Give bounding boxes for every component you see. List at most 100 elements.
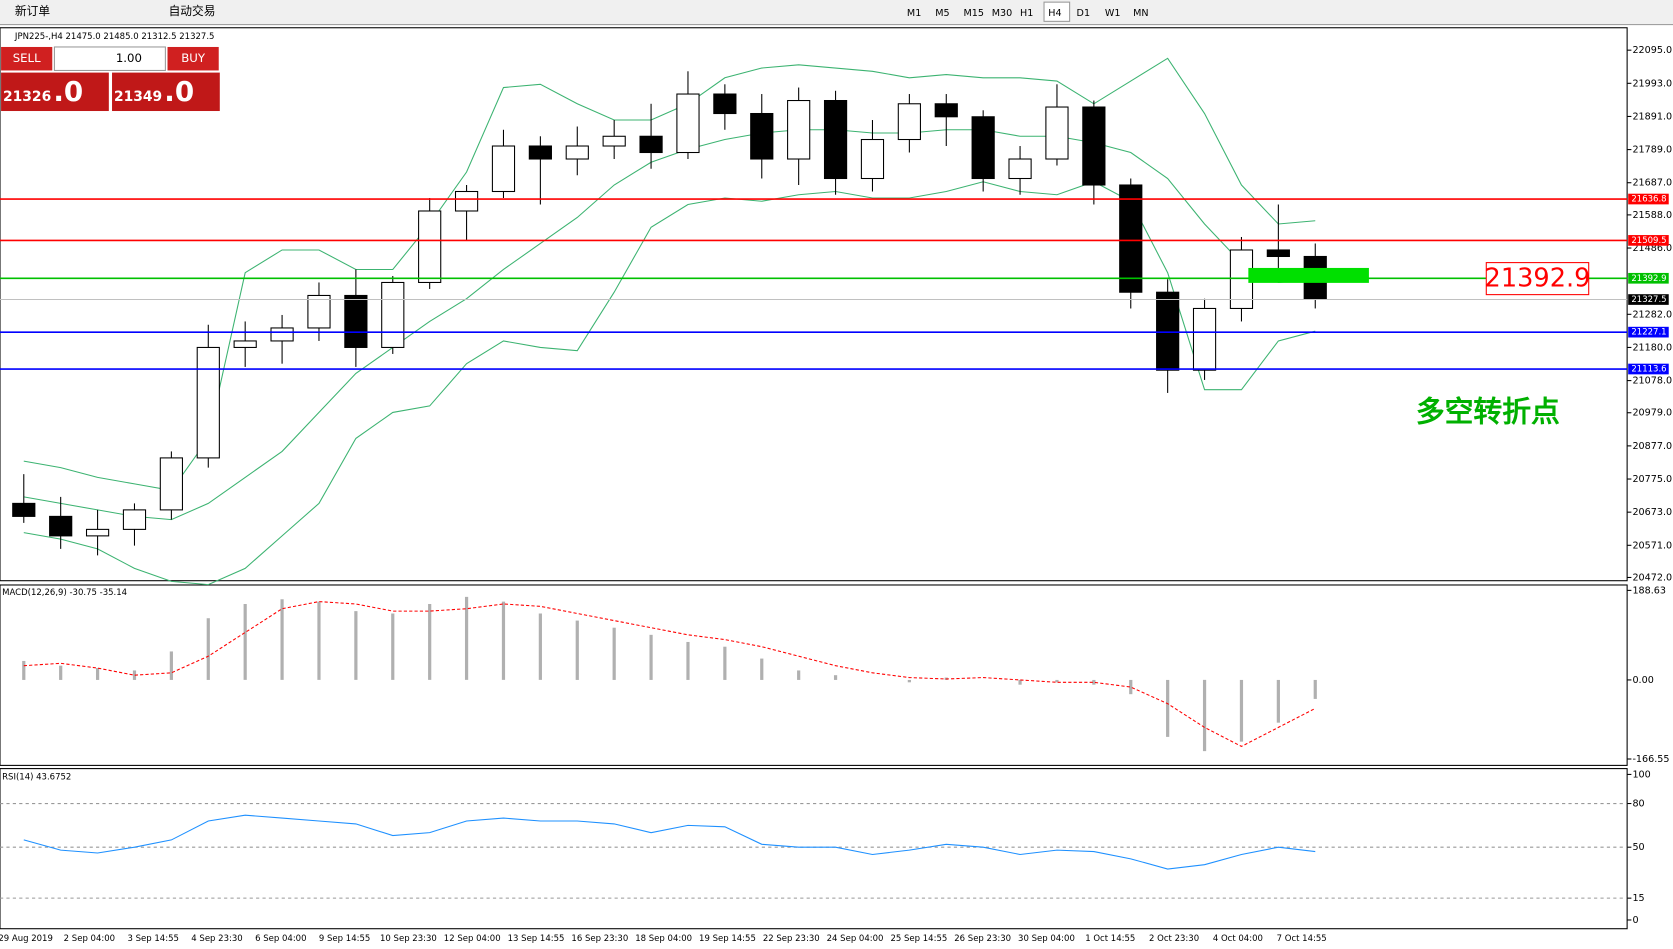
candle-body	[491, 145, 516, 193]
y-tick-label: 20472.0	[1632, 572, 1672, 583]
sell-button[interactable]	[1, 46, 53, 71]
level-label: 21113.6	[1631, 365, 1666, 375]
annotation: 多空转折点	[1416, 395, 1560, 429]
buy-price-small: .0	[164, 75, 194, 108]
level-label: 21636.8	[1631, 195, 1666, 205]
trade-panel: SELL 1.00 BUY 21326 .0 21349 .0	[1, 46, 220, 112]
sell-label: SELL	[13, 51, 41, 65]
x-tick-label: 30 Sep 04:00	[1018, 934, 1075, 944]
x-tick-label: 2 Sep 04:00	[64, 934, 115, 944]
candle-body	[159, 457, 183, 511]
symbol-info: JPN225-,H4 21475.0 21485.0 21312.5 21327…	[14, 32, 215, 42]
candle-body	[676, 93, 700, 154]
x-tick-label: 10 Sep 23:30	[380, 934, 437, 944]
candle-body	[49, 515, 73, 537]
level-tag	[1628, 193, 1669, 205]
lot-value: 1.00	[116, 51, 142, 65]
toolbar	[0, 0, 1673, 25]
candle-body	[233, 340, 257, 348]
timeframe-button[interactable]: W1	[1105, 8, 1121, 19]
timeframe-button[interactable]: D1	[1077, 8, 1090, 19]
level-callout: 21392.9	[1485, 264, 1591, 294]
y-tick-label: 50	[1632, 842, 1644, 853]
candle-body	[122, 509, 147, 530]
candle-body	[307, 294, 331, 329]
buy-button[interactable]	[167, 46, 219, 71]
candle-body	[639, 135, 663, 154]
y-tick-label: 21282.0	[1632, 309, 1672, 320]
x-tick-label: 9 Sep 14:55	[319, 934, 370, 944]
x-tick-label: 24 Sep 04:00	[827, 934, 884, 944]
y-tick-label: 20571.0	[1632, 540, 1672, 551]
timeframe-button[interactable]: H1	[1020, 8, 1033, 19]
y-tick-label: -166.55	[1632, 754, 1669, 765]
candle-body	[860, 138, 885, 180]
candle-body	[787, 99, 811, 160]
candle-body	[454, 190, 479, 212]
timeframe-button[interactable]: M5	[935, 8, 949, 19]
x-tick-label: 29 Aug 2019	[0, 934, 53, 944]
y-tick-label: 21078.0	[1632, 376, 1672, 387]
auto-trading[interactable]: 自动交易	[169, 4, 216, 18]
buy-price[interactable]	[112, 72, 220, 112]
y-tick-label: 21993.0	[1632, 78, 1672, 89]
timeframe-button[interactable]: MN	[1133, 8, 1148, 19]
candle-body	[934, 103, 958, 118]
candle-body	[196, 346, 220, 459]
y-tick-label: 15	[1632, 893, 1644, 904]
macd-signal	[23, 601, 1316, 748]
candle-body	[85, 528, 110, 537]
new-order[interactable]: 新订单	[15, 4, 50, 18]
candle-body	[823, 99, 848, 180]
rsi-line	[23, 814, 1316, 870]
candle-body	[12, 502, 36, 517]
y-tick-label: 21180.0	[1632, 342, 1672, 353]
sell-price[interactable]	[1, 72, 109, 112]
x-tick-label: 6 Sep 04:00	[255, 934, 306, 944]
x-tick-label: 19 Sep 14:55	[699, 934, 756, 944]
timeframe-button[interactable]: M15	[963, 8, 983, 19]
candle-body	[971, 116, 995, 180]
y-tick-label: 21687.0	[1632, 178, 1672, 189]
timeframe-button[interactable]: M1	[907, 8, 921, 19]
candle-body	[344, 294, 368, 348]
x-tick-label: 16 Sep 23:30	[571, 934, 628, 944]
sell-price-big: 21326	[3, 89, 51, 105]
y-tick-label: 100	[1632, 769, 1650, 780]
candle-body	[270, 327, 294, 342]
level-label: 21227.1	[1631, 328, 1666, 338]
bollinger-band	[23, 57, 1316, 491]
level-tag	[1628, 363, 1669, 375]
candle-body	[381, 281, 405, 348]
price-panel	[0, 27, 1628, 582]
x-tick-label: 4 Sep 23:30	[191, 934, 242, 944]
level-tag	[1628, 326, 1669, 338]
candle-body	[1119, 184, 1143, 293]
y-tick-label: 22095.0	[1632, 45, 1672, 56]
y-tick-label: 188.63	[1632, 585, 1666, 596]
level-callout-box	[1485, 262, 1590, 296]
y-tick-label: 21486.0	[1632, 243, 1672, 254]
level-tag	[1628, 272, 1669, 284]
x-tick-label: 12 Sep 04:00	[444, 934, 501, 944]
candle-body	[602, 135, 626, 147]
candle-body	[897, 103, 921, 141]
macd-panel	[0, 584, 1628, 766]
y-tick-label: 0	[1632, 915, 1638, 926]
level-label: 21327.5	[1631, 295, 1666, 305]
candle-body	[528, 145, 552, 160]
timeframe-button[interactable]: M30	[992, 8, 1012, 19]
y-tick-label: 20673.0	[1632, 507, 1672, 518]
level-tag	[1628, 294, 1669, 305]
timeframe-button[interactable]: H4	[1048, 8, 1061, 19]
x-tick-label: 3 Sep 14:55	[128, 934, 179, 944]
y-tick-label: 21891.0	[1632, 111, 1672, 122]
lot-input[interactable]	[53, 46, 166, 71]
candle-body	[1266, 249, 1290, 258]
x-tick-label: 26 Sep 23:30	[954, 934, 1011, 944]
candle-body	[1045, 106, 1069, 160]
candle-body	[1082, 106, 1106, 186]
y-tick-label: 0.00	[1632, 675, 1653, 686]
candle-body	[1008, 158, 1032, 180]
